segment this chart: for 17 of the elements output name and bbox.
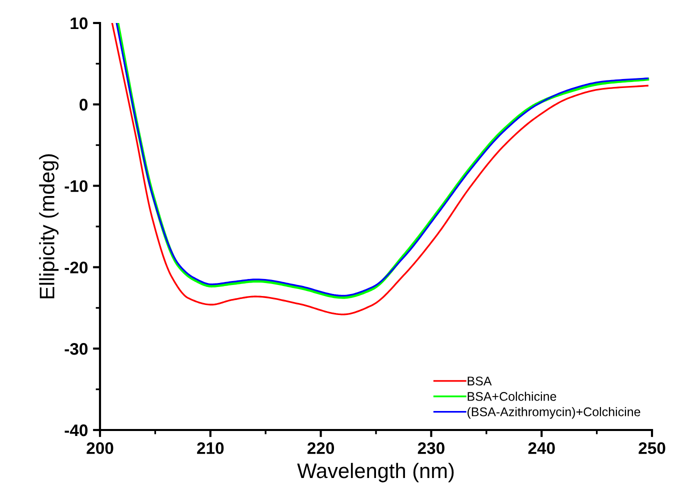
y-tick-label: -20 (64, 262, 88, 274)
y-tick-label: -10 (64, 180, 88, 192)
y-tick-label: 10 (70, 17, 88, 30)
y-tick-label: 0 (80, 98, 88, 111)
legend-label: (BSA-Azithromycin)+Colchicine (468, 407, 640, 419)
y-tick-label: -40 (64, 424, 88, 436)
x-tick-label: 200 (86, 442, 114, 454)
x-tick-label: 240 (528, 442, 555, 454)
x-tick-label: 210 (197, 442, 224, 454)
x-tick-label: 230 (418, 442, 444, 454)
legend-label: BSA (468, 376, 492, 386)
legend-label: BSA+Colchicine (468, 392, 556, 401)
y-axis-title: Ellipicity (mdeg) (39, 154, 59, 298)
x-axis-title: Wavelength (nm) (297, 462, 454, 482)
x-tick-label: 220 (307, 442, 334, 454)
y-tick-label: -30 (64, 343, 88, 355)
x-tick-label: 250 (638, 442, 666, 454)
